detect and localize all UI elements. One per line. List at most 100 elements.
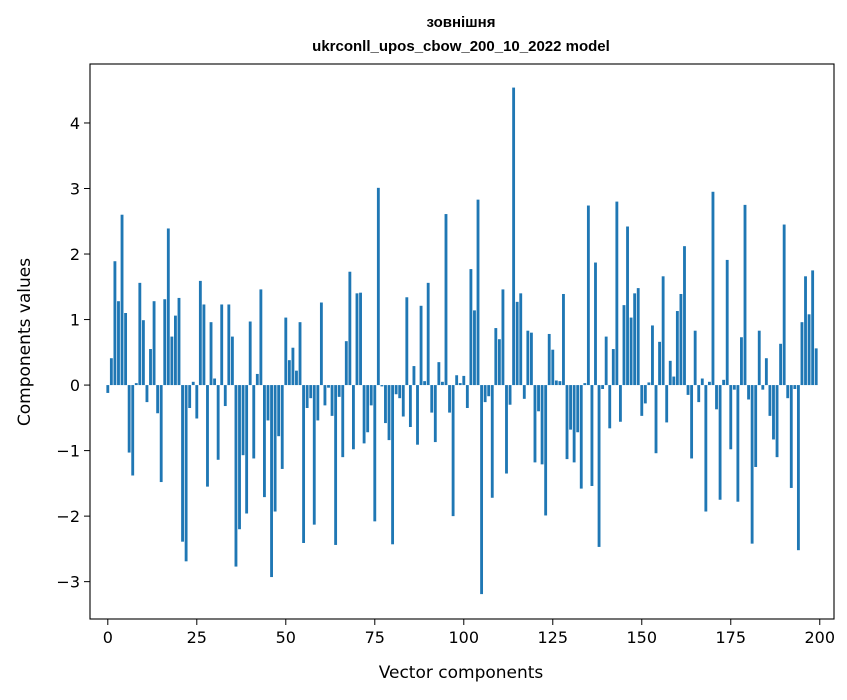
bar [227,304,231,386]
bar [359,292,362,386]
y-tick-label: −3 [56,573,80,592]
bar [469,269,473,386]
bar [245,385,249,514]
chart-title-line-1: зовнішня [426,14,495,31]
bar [234,385,238,567]
bar [611,349,615,386]
bar [501,289,505,386]
bar [718,385,722,500]
x-tick-label: 175 [715,628,746,647]
bar [522,385,526,399]
bar [572,385,576,463]
bar [184,385,188,562]
bar [483,385,487,403]
bar [551,349,555,386]
bar [405,297,409,386]
bar [334,385,338,545]
bar [106,385,110,393]
x-tick-label: 125 [538,628,569,647]
bar [647,382,651,386]
bar [675,311,679,386]
bar [419,305,423,386]
bar [540,385,544,465]
bar [458,383,462,386]
bar [437,362,441,386]
bar [369,385,373,406]
bar [690,385,694,459]
bar [277,385,281,437]
bar [462,375,466,386]
bar [323,385,327,406]
bar [181,385,184,542]
y-tick-label: 4 [70,114,80,133]
bar [729,385,733,450]
bar [416,385,419,445]
bar [216,385,220,460]
bar [362,385,366,444]
bar [804,276,807,386]
bar [444,214,448,386]
bar [220,304,224,386]
bar [494,328,498,386]
bar [287,360,291,386]
bar [736,385,740,502]
bar [658,341,661,386]
bar [177,297,181,386]
bar [547,333,551,386]
bar [408,385,412,428]
bar [811,270,815,386]
bar [131,385,135,476]
bar [266,385,270,421]
bar [722,379,726,386]
bar [537,385,540,412]
bar [796,385,800,551]
bar [259,289,263,386]
bar [170,336,174,386]
bar [394,385,398,395]
bar [668,360,672,386]
bar [291,347,295,386]
bar [263,385,266,498]
bar [316,385,320,421]
bar [707,381,711,386]
bar [505,385,508,474]
bar [337,385,341,397]
bar [533,385,537,463]
bar [166,228,170,386]
bar [643,385,647,404]
chart-title-line-2: ukrconll_upos_cbow_200_10_2022 model [312,38,610,55]
bar [412,366,416,386]
bar [608,385,612,429]
bar [715,385,718,410]
bar [174,315,177,386]
x-tick-label: 0 [103,628,113,647]
bar [732,385,736,390]
bar [562,293,565,386]
bar [319,302,323,386]
bar [768,385,772,416]
bar [704,385,708,512]
bar [380,385,384,387]
bar [159,385,163,483]
bar [629,317,633,386]
bar [273,385,277,512]
bar [579,385,583,489]
bar [451,385,455,517]
bar [223,385,227,407]
bar [626,226,629,386]
x-tick-label: 50 [276,628,296,647]
bar [430,385,434,413]
bar [497,339,501,386]
plot-frame [89,63,835,620]
bar [352,385,355,450]
bar [679,293,683,386]
bar [544,385,548,516]
bar [473,310,476,386]
bar [376,187,380,386]
bar [672,376,676,386]
x-axis-ticks: 0 25 50 75 100 125 150 175 200 [103,619,835,647]
bar [305,385,309,408]
bar [330,385,334,416]
y-tick-label: 3 [70,179,80,198]
